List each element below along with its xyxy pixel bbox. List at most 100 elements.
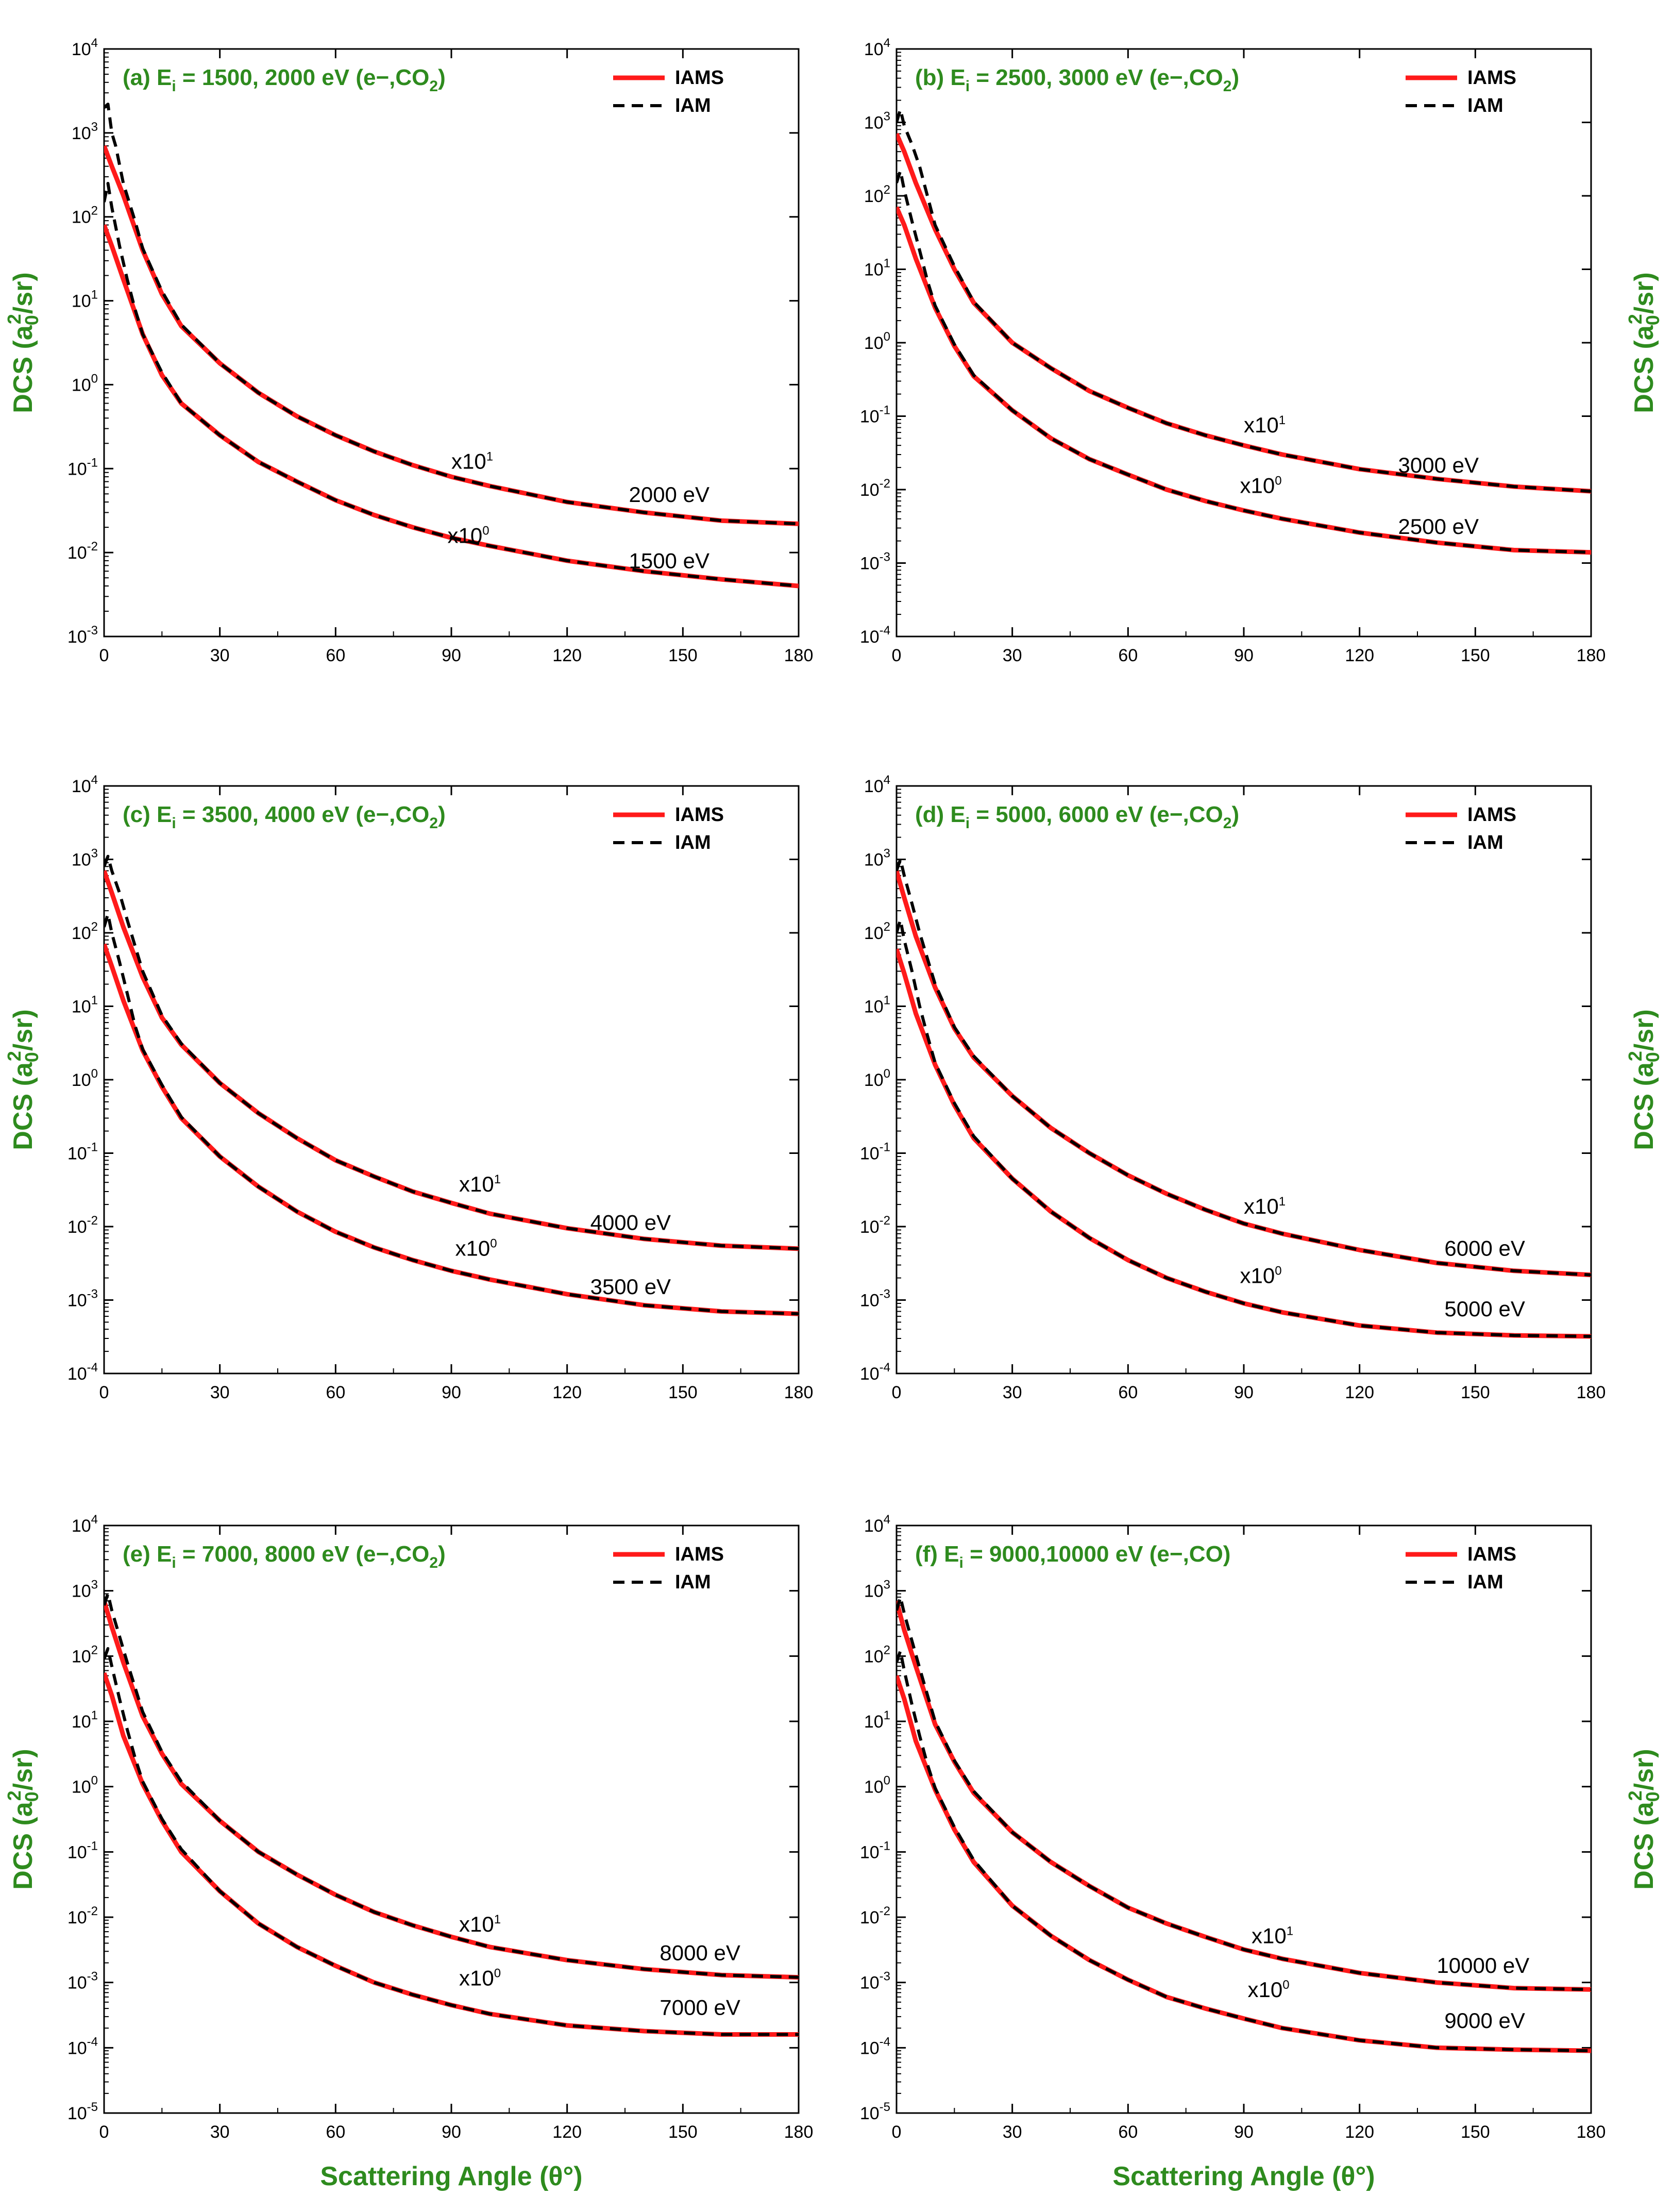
x-tick-label: 90 [442,1383,461,1402]
y-tick-label: 102 [72,920,98,943]
energy-label: 6000 eV [1444,1236,1525,1261]
y-tick-label: 102 [864,1643,890,1666]
x-tick-label: 30 [210,2122,230,2142]
y-tick-label: 10-4 [860,1361,890,1384]
y-tick-label: 104 [864,36,890,59]
y-tick-label: 104 [72,773,98,796]
x-axis-label: Scattering Angle (θ°) [320,2161,582,2191]
iams-curve-10000-ev [897,1600,1591,1992]
x-tick-label: 0 [99,1383,109,1402]
energy-label: 7000 eV [660,1995,740,2019]
energy-label: 3500 eV [590,1275,671,1299]
x-tick-label: 150 [1461,2122,1490,2142]
iam-curve-3000-ev [897,108,1591,493]
iam-curve-2500-ev [897,169,1591,554]
y-tick-label: 100 [864,1774,890,1797]
x-tick-label: 120 [552,646,582,665]
x-tick-label: 120 [552,1383,582,1402]
y-tick-label: 10-5 [860,2100,890,2123]
x-tick-label: 150 [668,2122,698,2142]
x-tick-label: 150 [1461,1383,1490,1402]
legend-iams-label: IAMS [675,1544,724,1565]
x-tick-label: 150 [1461,646,1490,665]
y-tick-label: 10-3 [860,1287,890,1311]
y-tick-label: 103 [72,847,98,870]
x-tick-label: 0 [892,1383,902,1402]
legend-iams-label: IAMS [1467,804,1516,826]
y-tick-label: 10-3 [67,1287,98,1311]
y-tick-label: 10-3 [67,624,98,647]
iam-curve-9000-ev [897,1649,1591,2053]
x-tick-label: 0 [892,646,902,665]
y-tick-label: 10-3 [860,550,890,574]
panel-e: 0 30 60 90 120 150 180 10-5 10-4 10-3 10-2 10-1 100 1… [4,1513,813,2191]
iam-curve-8000-ev [104,1592,799,1979]
energy-label: 3000 eV [1398,453,1479,477]
iam-curve-10000-ev [897,1595,1591,1991]
iam-curve-2000-ev [104,103,799,526]
iams-curve-9000-ev [897,1675,1591,2053]
y-tick-label: 102 [864,183,890,206]
panel-title: (a) Ei = 1500, 2000 eV (e−,CO2) [123,65,446,95]
multiplier-label: x100 [1240,474,1282,498]
x-tick-label: 60 [326,1383,345,1402]
x-tick-label: 30 [210,646,230,665]
curves [104,103,799,589]
x-tick-label: 90 [442,646,461,665]
y-tick-label: 103 [72,120,98,143]
x-tick-label: 120 [1345,1383,1374,1402]
y-tick-label: 101 [864,257,890,280]
x-tick-label: 180 [784,646,814,665]
legend-iam-label: IAM [675,95,711,116]
y-axis-label: DCS (a02/sr) [1625,1749,1663,1889]
multiplier-label: x101 [451,449,493,473]
legend-iams-label: IAMS [1467,1544,1516,1565]
iams-curve-4000-ev [104,870,799,1251]
x-tick-label: 90 [1234,646,1254,665]
x-tick-label: 0 [99,2122,109,2142]
x-tick-label: 60 [326,646,345,665]
x-tick-label: 90 [442,2122,461,2142]
panel-a: 0 30 60 90 120 150 180 10-3 10-2 10-1 100 101 102 103… [4,36,813,665]
x-tick-label: 150 [668,1383,698,1402]
x-tick-label: 60 [326,2122,345,2142]
iam-curve-4000-ev [104,854,799,1250]
x-tick-label: 60 [1118,646,1138,665]
x-tick-label: 0 [892,2122,902,2142]
multiplier-label: x100 [448,524,489,548]
y-axis-label: DCS (a02/sr) [1625,1009,1663,1150]
y-tick-label: 10-1 [860,1141,890,1164]
energy-label: 2500 eV [1398,514,1479,539]
multiplier-label: x101 [1252,1923,1293,1948]
y-axis-label: DCS (a02/sr) [4,1009,42,1150]
y-tick-label: 100 [864,1067,890,1090]
energy-label: 1500 eV [629,549,709,573]
y-tick-label: 103 [864,847,890,870]
plot-frame [103,1524,800,2114]
x-tick-label: 30 [1003,1383,1022,1402]
multiplier-label: x101 [459,1172,501,1196]
panel-c: 0 30 60 90 120 150 180 10-4 10-3 10-2 10-1 100 101 10… [4,773,813,1402]
y-tick-label: 10-3 [67,1970,98,1993]
legend-iam-label: IAM [1467,95,1503,116]
iam-curve-5000-ev [897,918,1591,1338]
y-tick-label: 101 [864,1708,890,1732]
x-tick-label: 60 [1118,1383,1138,1402]
x-tick-label: 150 [668,646,698,665]
y-axis-label: DCS (a02/sr) [1625,272,1663,413]
y-tick-label: 102 [864,920,890,943]
panel-title: (d) Ei = 5000, 6000 eV (e−,CO2) [915,802,1239,832]
x-tick-label: 180 [1577,646,1606,665]
x-tick-label: 90 [1234,2122,1254,2142]
x-tick-label: 30 [1003,2122,1022,2142]
iam-curve-6000-ev [897,858,1591,1277]
y-tick-label: 102 [72,1643,98,1666]
y-tick-label: 101 [72,994,98,1017]
y-tick-label: 104 [72,1513,98,1536]
x-axis-label: Scattering Angle (θ°) [1112,2161,1375,2191]
y-tick-label: 100 [864,330,890,353]
y-axis-label: DCS (a02/sr) [4,272,42,413]
legend-iam-label: IAM [675,1571,711,1593]
energy-label: 5000 eV [1444,1297,1525,1321]
